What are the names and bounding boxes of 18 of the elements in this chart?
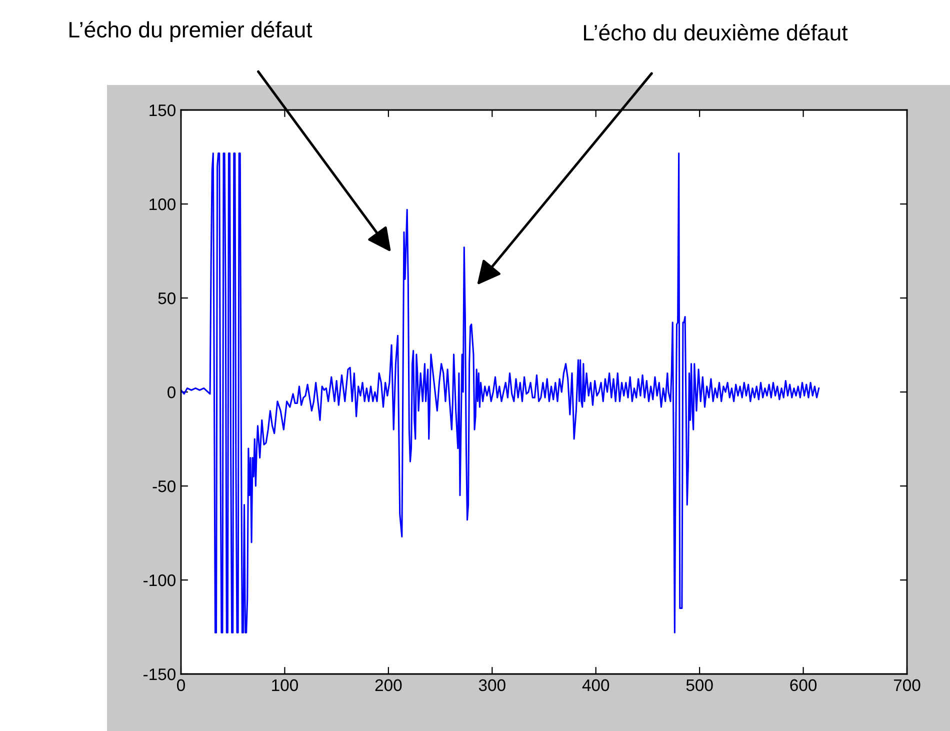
x-tick-label: 600 xyxy=(790,679,817,692)
x-tick-label: 200 xyxy=(375,679,402,692)
y-tick-label: -50 xyxy=(152,480,176,492)
y-tick-label: 100 xyxy=(150,198,176,210)
x-tick-label: 300 xyxy=(478,679,506,692)
text: L’écho du deuxième défaut xyxy=(584,24,848,41)
line-series xyxy=(181,152,820,634)
y-tick-label: -100 xyxy=(144,574,176,586)
y-tick-label: -150 xyxy=(144,668,176,680)
x-tick-label: 700 xyxy=(894,679,920,692)
y-tick-label: 150 xyxy=(150,104,176,116)
y-tick-label: 0 xyxy=(168,386,176,398)
x-tick-label: 0 xyxy=(177,679,185,692)
y-tick-label: 50 xyxy=(158,292,176,304)
text: L’écho du premier défaut xyxy=(70,21,312,42)
x-tick-label: 500 xyxy=(686,679,713,692)
x-tick-label: 400 xyxy=(582,679,610,692)
x-tick-label: 100 xyxy=(272,679,298,692)
